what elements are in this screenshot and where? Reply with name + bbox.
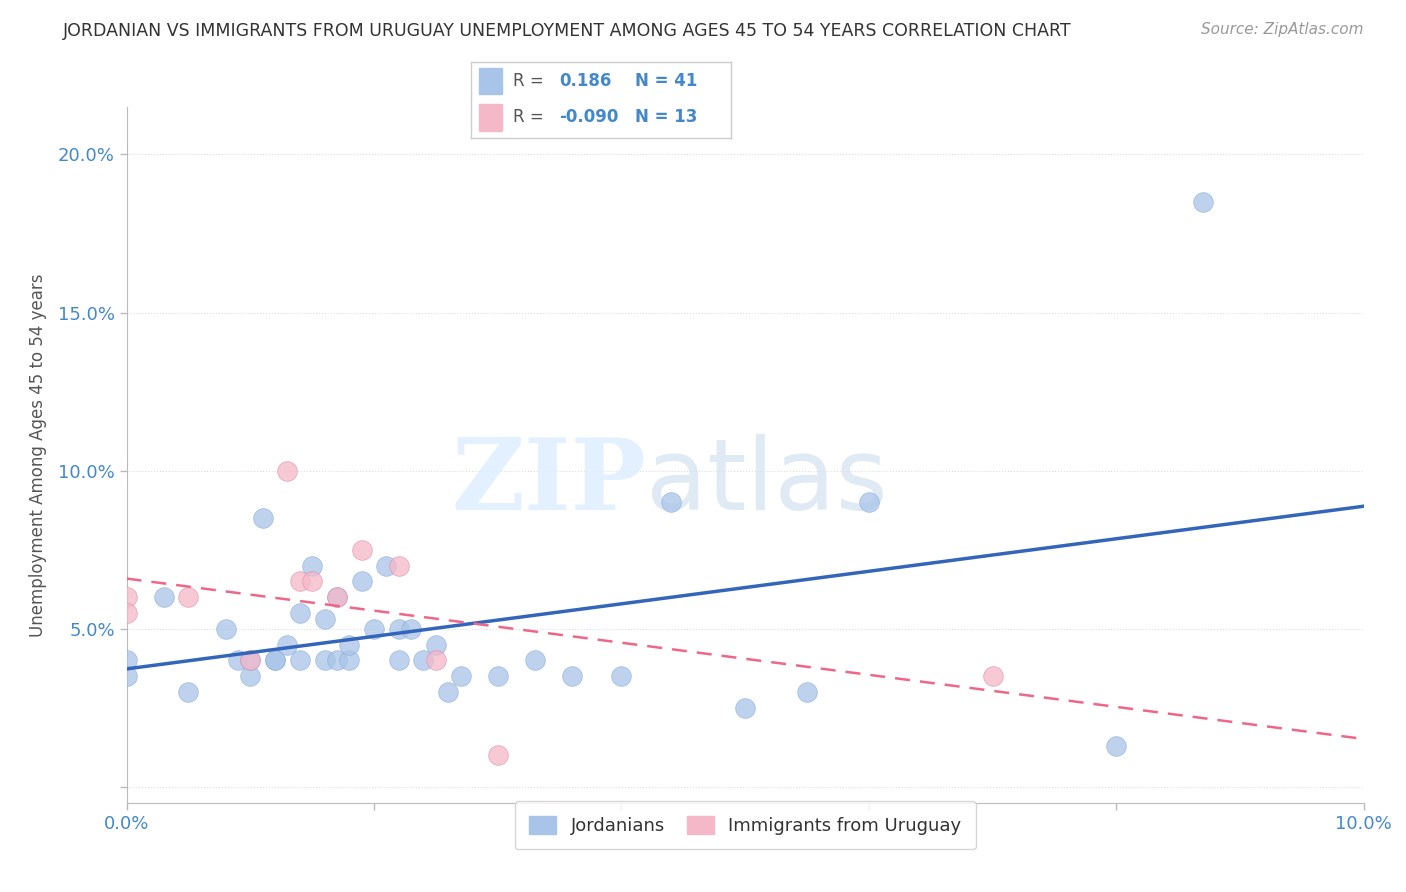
Text: N = 41: N = 41 (636, 72, 697, 90)
Point (399, 622, 422, 636)
Point (115, 591, 138, 605)
Text: -0.090: -0.090 (560, 108, 619, 126)
Point (288, 653, 311, 667)
Point (276, 638, 298, 652)
Point (1105, 739, 1128, 753)
Legend: Jordanians, Immigrants from Uruguay: Jordanians, Immigrants from Uruguay (515, 801, 976, 849)
Point (388, 622, 411, 636)
Point (388, 558, 411, 573)
Point (337, 653, 360, 667)
Point (659, 495, 682, 509)
Point (326, 653, 349, 667)
Point (375, 558, 398, 573)
Point (239, 669, 262, 683)
Text: JORDANIAN VS IMMIGRANTS FROM URUGUAY UNEMPLOYMENT AMONG AGES 45 TO 54 YEARS CORR: JORDANIAN VS IMMIGRANTS FROM URUGUAY UNE… (63, 22, 1071, 40)
Point (1192, 194, 1215, 209)
Point (412, 653, 434, 667)
Point (115, 606, 138, 620)
Point (561, 669, 583, 683)
Point (450, 669, 472, 683)
Point (301, 558, 323, 573)
Point (388, 653, 411, 667)
Text: R =: R = (513, 72, 543, 90)
Point (264, 653, 287, 667)
Point (214, 622, 236, 636)
Point (288, 574, 311, 589)
Point (239, 653, 262, 667)
Point (523, 653, 546, 667)
Point (314, 653, 336, 667)
Text: Source: ZipAtlas.com: Source: ZipAtlas.com (1201, 22, 1364, 37)
Point (314, 612, 336, 626)
Y-axis label: Unemployment Among Ages 45 to 54 years: Unemployment Among Ages 45 to 54 years (28, 273, 46, 637)
Text: atlas: atlas (647, 434, 887, 532)
Point (858, 495, 880, 509)
Point (226, 653, 249, 667)
Bar (479, 104, 502, 130)
Point (252, 511, 274, 525)
Point (363, 622, 385, 636)
Text: 0.186: 0.186 (560, 72, 612, 90)
Point (437, 685, 460, 699)
Point (239, 653, 262, 667)
Point (486, 748, 509, 763)
Point (425, 638, 447, 652)
Point (337, 638, 360, 652)
Point (981, 669, 1004, 683)
Point (288, 606, 311, 620)
Point (177, 591, 200, 605)
Point (301, 574, 323, 589)
Point (276, 464, 298, 478)
Point (326, 591, 349, 605)
Text: ZIP: ZIP (451, 434, 647, 532)
Point (326, 591, 349, 605)
Point (796, 685, 818, 699)
Point (734, 701, 756, 715)
Text: R =: R = (513, 108, 543, 126)
Text: N = 13: N = 13 (636, 108, 697, 126)
Point (486, 669, 509, 683)
Point (264, 653, 287, 667)
Point (425, 653, 447, 667)
Point (152, 591, 174, 605)
Point (610, 669, 633, 683)
Bar (479, 68, 502, 95)
Point (177, 685, 200, 699)
Point (115, 669, 138, 683)
Point (115, 653, 138, 667)
Point (350, 542, 373, 557)
Point (350, 574, 373, 589)
